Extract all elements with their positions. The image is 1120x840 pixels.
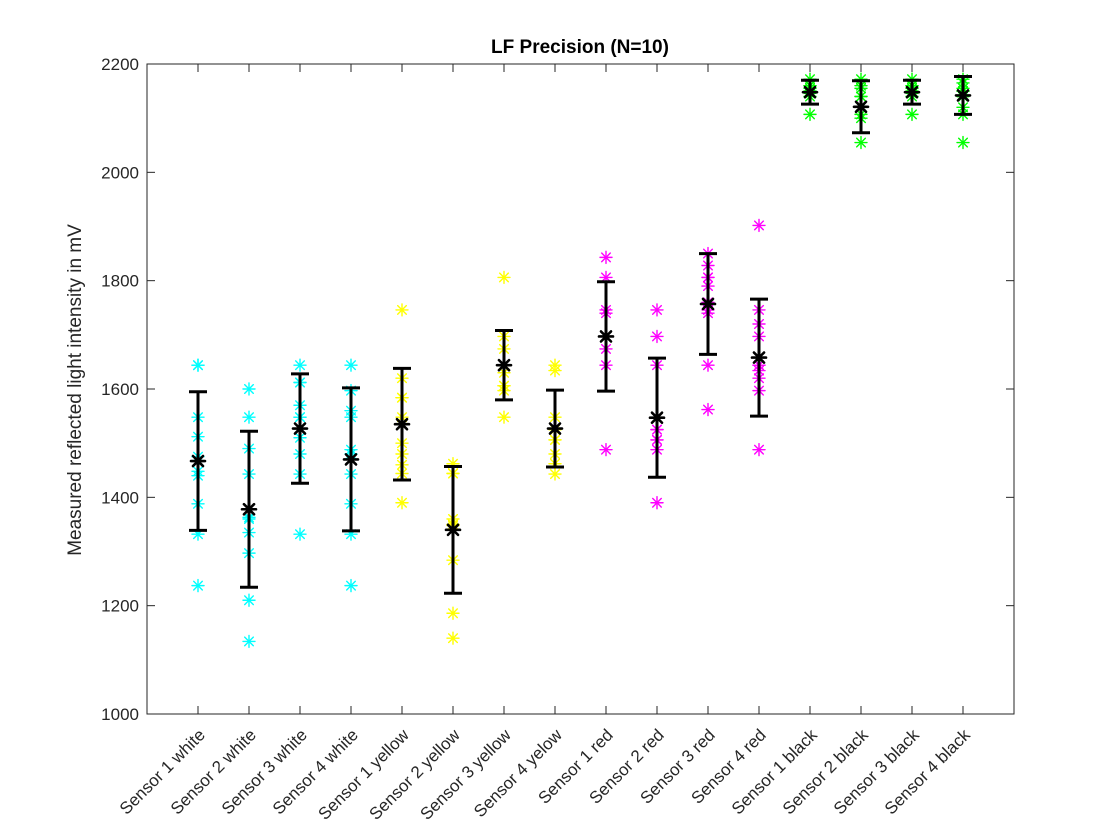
y-tick-label: 1000	[101, 705, 139, 724]
x-tick-label: Sensor 1 yellow	[315, 725, 414, 824]
data-point	[191, 578, 205, 593]
mean-marker	[597, 328, 615, 345]
data-point	[395, 496, 409, 510]
mean-marker	[750, 349, 768, 366]
y-tick-label: 2200	[101, 55, 139, 74]
mean-marker	[801, 83, 819, 101]
data-point	[650, 303, 664, 317]
data-point	[803, 107, 817, 122]
data-point	[242, 410, 256, 424]
mean-marker	[291, 420, 309, 437]
y-axis-label: Measured reflected light intensity in mV	[65, 224, 86, 556]
data-point	[191, 358, 205, 372]
mean-marker	[852, 98, 870, 116]
data-point	[956, 135, 970, 150]
x-tick-label: Sensor 4 yelow	[470, 725, 566, 821]
y-tick-label: 1800	[101, 272, 139, 291]
mean-marker	[189, 452, 207, 470]
mean-marker	[903, 83, 921, 101]
data-point	[344, 358, 358, 372]
data-point	[548, 363, 562, 378]
y-tick-label: 1200	[101, 597, 139, 616]
mean-marker	[546, 420, 564, 437]
data-point	[752, 442, 766, 457]
mean-marker	[954, 87, 972, 104]
mean-marker	[393, 415, 411, 433]
data-point	[497, 270, 511, 285]
data-point	[497, 410, 511, 424]
data-point	[395, 303, 409, 317]
data-point	[701, 402, 715, 417]
data-point	[446, 631, 460, 645]
mean-marker	[342, 451, 360, 468]
mean-marker	[240, 500, 258, 518]
data-point	[293, 527, 307, 541]
data-point	[854, 135, 868, 150]
y-tick-label: 1400	[101, 488, 139, 507]
plot-area: 1000 1200 1400 1600 1800 2000 2200 Sensor 1 whi…	[101, 55, 1015, 824]
x-tick-label: Sensor 1 white	[116, 725, 209, 818]
mean-marker	[648, 409, 666, 427]
y-tick-label: 1600	[101, 380, 139, 399]
data-point	[446, 606, 460, 620]
data-point	[344, 578, 358, 593]
data-point	[650, 329, 664, 344]
data-point	[650, 496, 664, 510]
data-point	[242, 634, 256, 649]
mean-marker	[444, 521, 462, 539]
mean-marker	[699, 295, 717, 313]
axes-box	[146, 63, 1015, 715]
data-point	[548, 467, 562, 481]
data-point	[905, 107, 919, 122]
x-tick-label: Sensor 3 yellow	[417, 725, 516, 824]
data-point	[599, 442, 613, 457]
data-point	[242, 382, 256, 396]
x-tick-label: Sensor 2 yellow	[366, 725, 465, 824]
data-point	[599, 250, 613, 265]
data-point	[293, 358, 307, 372]
data-point	[242, 593, 256, 607]
mean-marker	[495, 356, 513, 374]
data-point	[701, 358, 715, 372]
y-tick-label: 2000	[101, 163, 139, 182]
chart-title: LF Precision (N=10)	[491, 37, 669, 58]
data-point	[752, 218, 766, 233]
